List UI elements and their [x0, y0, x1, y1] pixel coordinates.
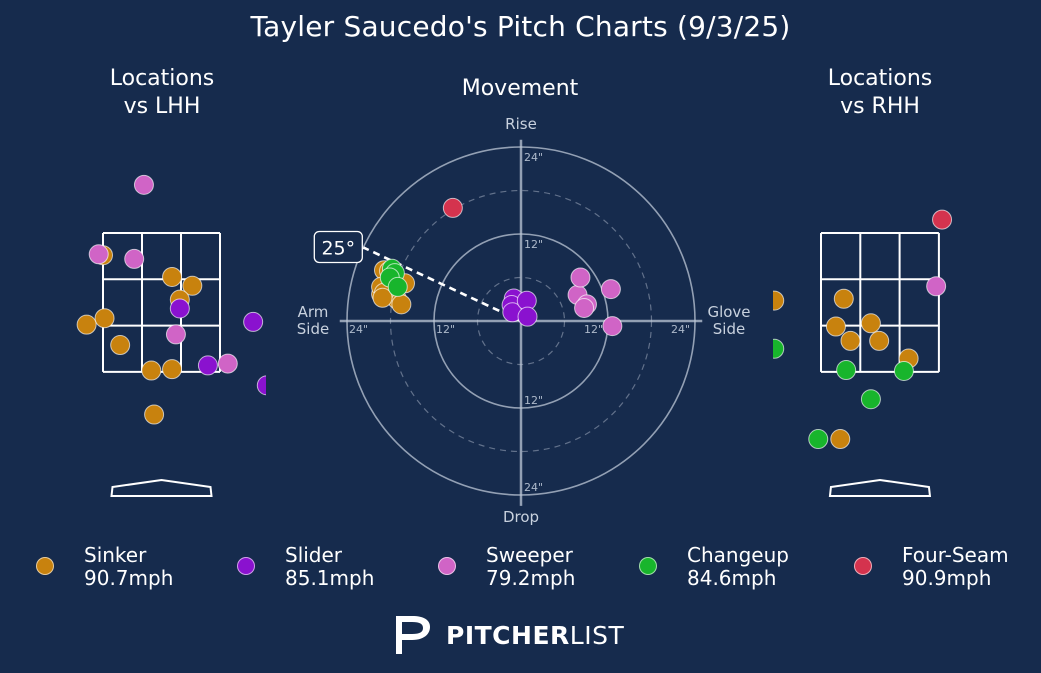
lhh-pitch-sinker — [95, 309, 114, 328]
legend-speed: 79.2mph — [486, 566, 575, 590]
lhh-pitch-sweeper — [134, 175, 153, 194]
movement-tick-top-24: 24" — [524, 151, 543, 164]
movement-pitch-four-seam — [443, 198, 462, 217]
movement-points — [372, 198, 622, 335]
movement-tick-right-24: 24" — [671, 323, 690, 336]
movement-label-glove-side-1: Glove — [707, 303, 750, 321]
movement-pitch-sweeper — [575, 298, 594, 317]
lhh-pitch-slider — [244, 312, 263, 331]
legend-label: Changeup — [687, 543, 789, 567]
legend-marker-sinker — [36, 557, 54, 575]
lhh-pitch-sinker — [163, 360, 182, 379]
legend-marker-changeup — [639, 557, 657, 575]
lhh-pitch-slider — [257, 376, 276, 395]
lhh-pitch-slider — [170, 299, 189, 318]
movement-pitch-sweeper — [571, 268, 590, 287]
movement-tick-bottom-24: 24" — [524, 481, 543, 494]
rhh-pitch-four-seam — [933, 210, 952, 229]
movement-label-glove-side-2: Side — [713, 320, 745, 338]
lhh-pitch-sinker — [142, 361, 161, 380]
lhh-pitch-sweeper — [166, 325, 185, 344]
movement-pitch-changeup — [388, 277, 407, 296]
movement-tick-bottom-12: 12" — [524, 394, 543, 407]
movement-label-arm-side-1: Arm — [298, 303, 329, 321]
legend-label: Slider — [285, 543, 342, 567]
movement-pitch-sinker — [392, 295, 411, 314]
movement-pitch-sweeper — [601, 280, 620, 299]
rhh-home-plate — [830, 480, 930, 496]
pitcherlist-logo: PITCHERLIST — [392, 612, 632, 658]
rhh-location-plot — [765, 210, 952, 496]
lhh-location-plot — [77, 175, 276, 496]
movement-label-rise: Rise — [505, 115, 537, 133]
logo-text-light: LIST — [570, 621, 624, 650]
lhh-pitch-sweeper — [89, 245, 108, 264]
lhh-pitch-sinker — [77, 315, 96, 334]
rhh-pitch-sinker — [870, 331, 889, 350]
pitcherlist-logo-icon — [392, 612, 436, 658]
rhh-points — [765, 210, 952, 448]
logo-text-bold: PITCHER — [446, 621, 570, 650]
legend-speed: 84.6mph — [687, 566, 776, 590]
movement-tick-left-24: 24" — [349, 323, 368, 336]
movement-tick-top-12: 12" — [524, 238, 543, 251]
legend-speed: 90.9mph — [902, 566, 991, 590]
rhh-pitch-changeup — [837, 361, 856, 380]
lhh-pitch-sweeper — [125, 249, 144, 268]
movement-plot: 24"12"12"24"24" 12" 12" 24"RiseDropArmSideG… — [297, 115, 751, 526]
rhh-pitch-sinker — [826, 317, 845, 336]
movement-label-drop: Drop — [503, 508, 539, 526]
rhh-pitch-changeup — [765, 339, 784, 358]
rhh-pitch-sweeper — [927, 277, 946, 296]
lhh-pitch-sweeper — [218, 354, 237, 373]
rhh-pitch-changeup — [894, 361, 913, 380]
rhh-pitch-sinker — [861, 314, 880, 333]
legend-marker-sweeper — [438, 557, 456, 575]
rhh-pitch-sinker — [834, 289, 853, 308]
lhh-points — [77, 175, 276, 424]
lhh-pitch-sinker — [111, 336, 130, 355]
movement-tick-left-12: 12" — [436, 323, 455, 336]
lhh-home-plate — [112, 480, 212, 496]
lhh-pitch-slider — [198, 356, 217, 375]
lhh-pitch-sinker — [145, 405, 164, 424]
pitcherlist-logo-text: PITCHERLIST — [446, 621, 624, 650]
movement-pitch-slider — [518, 307, 537, 326]
rhh-pitch-sinker — [841, 331, 860, 350]
arm-angle-label: 25° — [321, 237, 355, 259]
legend-label: Sweeper — [486, 543, 573, 567]
rhh-pitch-changeup — [861, 390, 880, 409]
legend-label: Four-Seam — [902, 543, 1009, 567]
movement-tick-right-12: 12" — [584, 323, 603, 336]
rhh-pitch-sinker — [831, 430, 850, 449]
legend-marker-four-seam — [854, 557, 872, 575]
rhh-pitch-sinker — [765, 291, 784, 310]
legend-label: Sinker — [84, 543, 146, 567]
legend-speed: 90.7mph — [84, 566, 173, 590]
lhh-pitch-sinker — [163, 267, 182, 286]
legend-marker-slider — [237, 557, 255, 575]
legend-speed: 85.1mph — [285, 566, 374, 590]
movement-label-arm-side-2: Side — [297, 320, 329, 338]
movement-pitch-sweeper — [603, 317, 622, 336]
rhh-pitch-changeup — [809, 430, 828, 449]
